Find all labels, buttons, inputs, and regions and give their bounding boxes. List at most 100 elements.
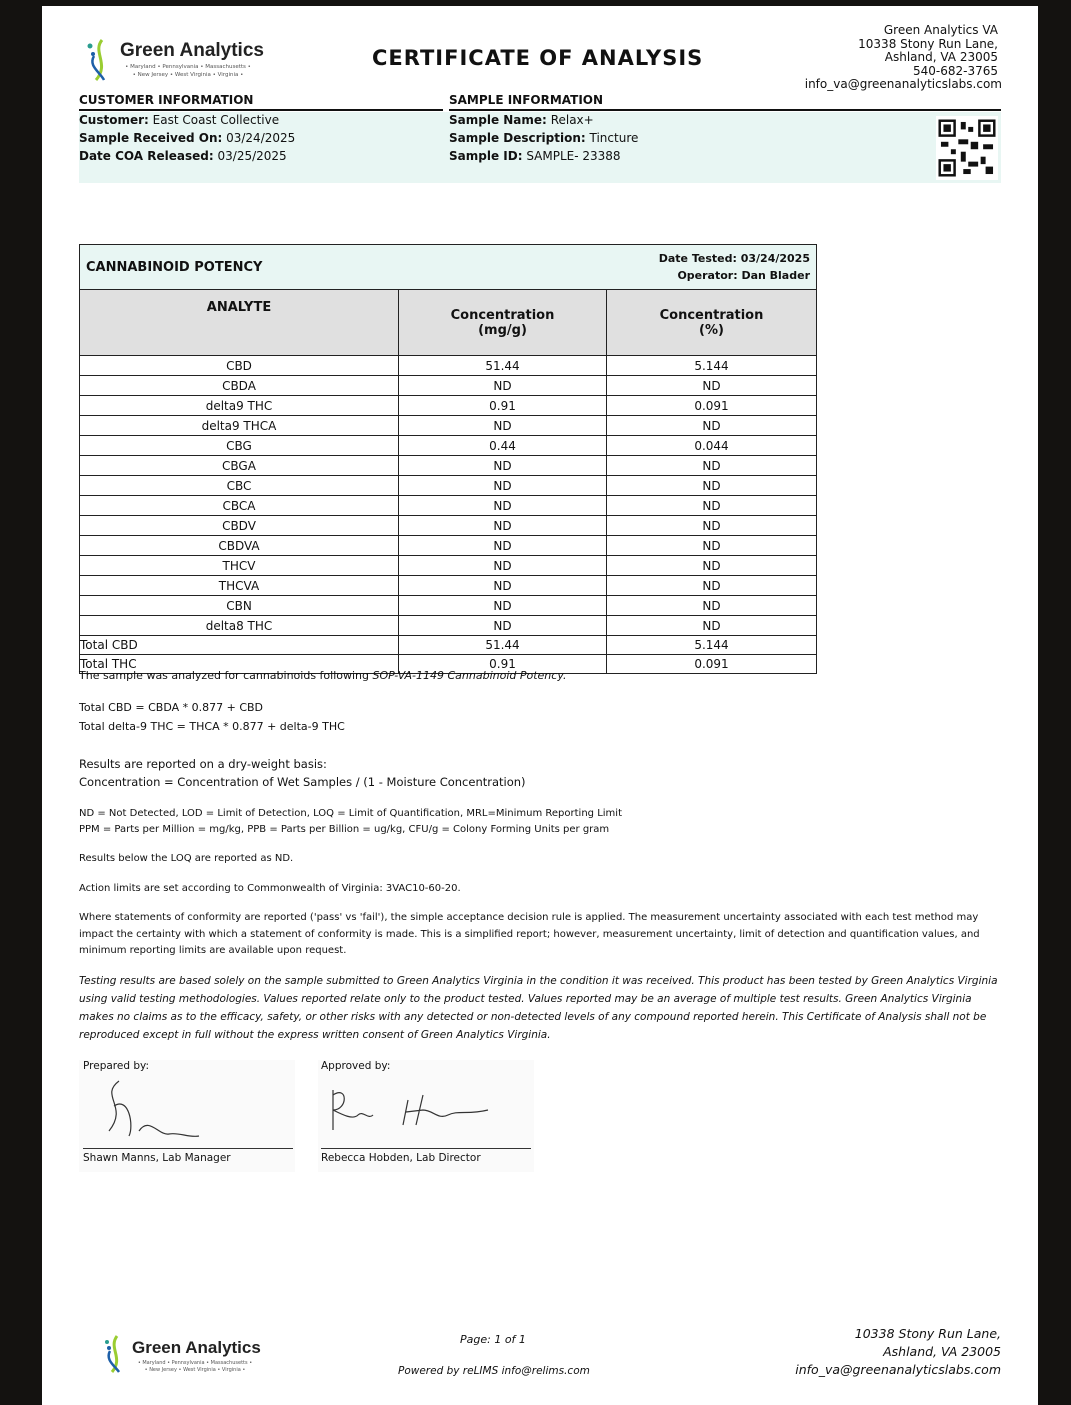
mg-per-g-cell: 51.44 bbox=[398, 355, 607, 376]
logo-name: Green Analytics bbox=[132, 1338, 261, 1357]
email: info_va@greenanalyticslabs.com bbox=[804, 77, 1002, 91]
total-row: Total CBD 51.44 5.144 bbox=[79, 635, 817, 655]
analyte-cell: Total CBD bbox=[79, 635, 399, 655]
mg-per-g-cell: ND bbox=[398, 375, 607, 396]
mg-per-g-cell: 0.91 bbox=[398, 395, 607, 416]
phone: 540-682-3765 bbox=[912, 63, 998, 78]
prepared-name: Shawn Manns, Lab Manager bbox=[83, 1152, 231, 1164]
mg-per-g-cell: ND bbox=[398, 475, 607, 496]
table-row: CBC ND ND bbox=[79, 475, 817, 496]
total-row: Total THC 0.91 0.091 bbox=[79, 654, 817, 674]
analyte-cell: Total THC bbox=[79, 654, 399, 674]
prepared-signature-block: Prepared by: Shawn Manns, Lab Manager bbox=[79, 1060, 295, 1172]
page-number: Page: 1 of 1 bbox=[460, 1333, 526, 1346]
analyte-cell: CBGA bbox=[79, 455, 399, 476]
table-row: CBGA ND ND bbox=[79, 455, 817, 476]
percent-cell: ND bbox=[606, 615, 817, 636]
action-limits-note: Action limits are set according to Commo… bbox=[79, 883, 461, 894]
table-row: delta9 THC 0.91 0.091 bbox=[79, 395, 817, 416]
dry-weight-formula: Concentration = Concentration of Wet Sam… bbox=[79, 775, 526, 789]
email: info_va@greenanalyticslabs.com bbox=[795, 1362, 1001, 1377]
mg-per-g-cell: ND bbox=[398, 415, 607, 436]
mg-per-g-cell: ND bbox=[398, 615, 607, 636]
released-field: Date COA Released: 03/25/2025 bbox=[79, 149, 287, 163]
method-note: The sample was analyzed for cannabinoids… bbox=[79, 669, 567, 682]
analyte-cell: CBG bbox=[79, 435, 399, 456]
table-row: CBD 51.44 5.144 bbox=[79, 355, 817, 376]
table-row: THCV ND ND bbox=[79, 555, 817, 576]
coa-page: Green Analytics • Maryland • Pennsylvani… bbox=[42, 6, 1038, 1405]
conformity-note: Where statements of conformity are repor… bbox=[79, 912, 980, 956]
mg-per-g-cell: ND bbox=[398, 515, 607, 536]
mg-per-g-cell: ND bbox=[398, 495, 607, 516]
column-header: Concentration (mg/g) bbox=[398, 289, 607, 356]
signature-image bbox=[108, 1080, 200, 1138]
mg-per-g-cell: ND bbox=[398, 595, 607, 616]
powered-by: Powered by reLIMS info@relims.com bbox=[398, 1365, 590, 1377]
dna-logo-icon bbox=[87, 39, 106, 81]
table-row: delta9 THCA ND ND bbox=[79, 415, 817, 436]
approved-name: Rebecca Hobden, Lab Director bbox=[321, 1152, 481, 1164]
percent-cell: ND bbox=[606, 555, 817, 576]
date-tested: Date Tested: 03/24/2025 bbox=[658, 252, 810, 265]
analyte-cell: THCV bbox=[79, 555, 399, 576]
approved-signature-block: Approved by: Rebecca Hobden, Lab Directo… bbox=[318, 1060, 534, 1172]
percent-cell: ND bbox=[606, 475, 817, 496]
abbreviations: PPM = Parts per Million = mg/kg, PPB = P… bbox=[79, 824, 610, 835]
percent-cell: ND bbox=[606, 495, 817, 516]
page-title: CERTIFICATE OF ANALYSIS bbox=[372, 46, 704, 70]
address-line: Ashland, VA 23005 bbox=[884, 50, 998, 64]
logo-states: • New Jersey • West Virginia • Virginia … bbox=[144, 1367, 246, 1373]
potency-table: CANNABINOID POTENCY Date Tested: 03/24/2… bbox=[79, 244, 817, 674]
percent-cell: ND bbox=[606, 535, 817, 556]
mg-per-g-cell: ND bbox=[398, 535, 607, 556]
address-line: 10338 Stony Run Lane, bbox=[858, 36, 998, 51]
table-row: CBDVA ND ND bbox=[79, 535, 817, 556]
analyte-cell: THCVA bbox=[79, 575, 399, 596]
mg-per-g-cell: 51.44 bbox=[398, 635, 607, 655]
formula-thc: Total delta-9 THC = THCA * 0.877 + delta… bbox=[79, 720, 345, 733]
percent-cell: 0.091 bbox=[606, 395, 817, 416]
mg-per-g-cell: ND bbox=[398, 455, 607, 476]
received-field: Sample Received On: 03/24/2025 bbox=[79, 131, 296, 145]
logo-states: • New Jersey • West Virginia • Virginia … bbox=[132, 72, 244, 78]
table-row: CBDV ND ND bbox=[79, 515, 817, 536]
percent-cell: ND bbox=[606, 575, 817, 596]
sample-name-field: Sample Name: Relax+ bbox=[449, 113, 594, 127]
customer-heading: CUSTOMER INFORMATION bbox=[79, 93, 254, 107]
analyte-cell: CBDVA bbox=[79, 535, 399, 556]
table-row: THCVA ND ND bbox=[79, 575, 817, 596]
prepared-label: Prepared by: bbox=[83, 1060, 149, 1072]
analyte-cell: CBC bbox=[79, 475, 399, 496]
percent-cell: ND bbox=[606, 415, 817, 436]
dry-weight-note: Results are reported on a dry-weight bas… bbox=[79, 757, 327, 771]
operator: Operator: Dan Blader bbox=[677, 269, 810, 282]
percent-cell: 5.144 bbox=[606, 635, 817, 655]
table-row: CBN ND ND bbox=[79, 595, 817, 616]
analyte-cell: CBN bbox=[79, 595, 399, 616]
mg-per-g-cell: ND bbox=[398, 575, 607, 596]
column-header: Concentration (%) bbox=[606, 289, 817, 356]
abbreviations: ND = Not Detected, LOD = Limit of Detect… bbox=[79, 808, 622, 819]
potency-title: CANNABINOID POTENCY bbox=[86, 259, 263, 275]
table-row: CBG 0.44 0.044 bbox=[79, 435, 817, 456]
mg-per-g-cell: ND bbox=[398, 555, 607, 576]
customer-field: Customer: East Coast Collective bbox=[79, 113, 280, 127]
sample-desc-field: Sample Description: Tincture bbox=[449, 131, 639, 145]
info-section: CUSTOMER INFORMATION SAMPLE INFORMATION … bbox=[79, 92, 1001, 183]
lab-name: Green Analytics VA bbox=[883, 23, 998, 37]
analyte-cell: CBDV bbox=[79, 515, 399, 536]
percent-cell: 0.091 bbox=[606, 654, 817, 674]
percent-cell: 0.044 bbox=[606, 435, 817, 456]
table-row: delta8 THC ND ND bbox=[79, 615, 817, 636]
footer-address: 10338 Stony Run Lane, Ashland, VA 23005 … bbox=[795, 1325, 1001, 1379]
loq-note: Results below the LOQ are reported as ND… bbox=[79, 853, 294, 864]
analyte-cell: delta9 THCA bbox=[79, 415, 399, 436]
logo-states: • Maryland • Pennsylvania • Massachusett… bbox=[137, 1360, 253, 1366]
analyte-cell: CBCA bbox=[79, 495, 399, 516]
address-line: 10338 Stony Run Lane, bbox=[854, 1326, 1001, 1341]
disclaimer: Testing results are based solely on the … bbox=[79, 975, 998, 1041]
percent-cell: ND bbox=[606, 455, 817, 476]
approved-label: Approved by: bbox=[321, 1060, 391, 1072]
table-row: CBDA ND ND bbox=[79, 375, 817, 396]
